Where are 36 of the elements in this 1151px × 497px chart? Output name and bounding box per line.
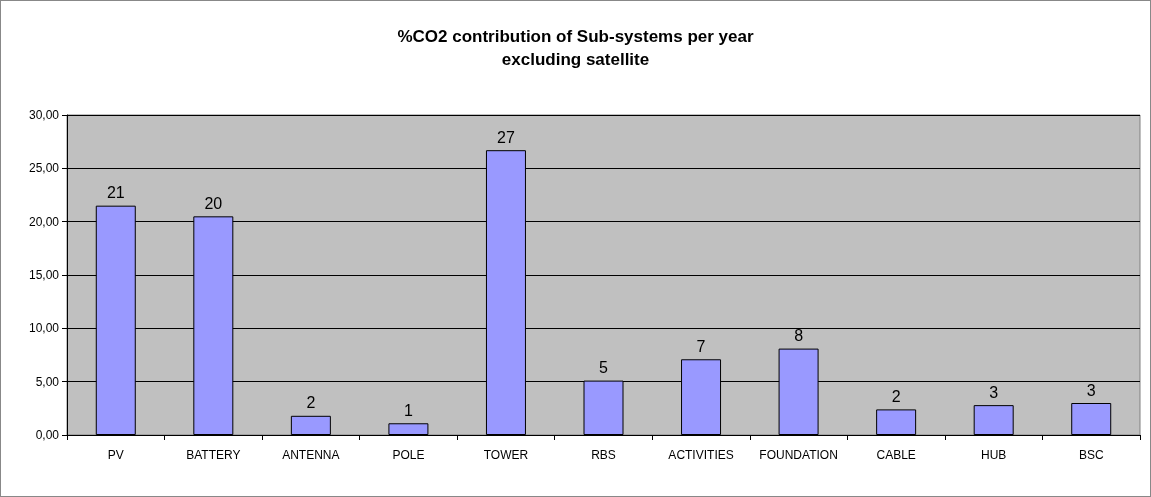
x-tick-label: RBS [591,448,616,462]
data-label: 3 [989,383,999,401]
x-tick-label: POLE [392,448,425,462]
y-tick-label: 15,00 [28,268,60,282]
bar [973,405,1014,435]
data-label: 2 [891,387,901,405]
y-tick-label: 5,00 [35,374,60,389]
chart-subtitle: excluding satellite [501,50,650,69]
bar [290,415,331,435]
data-label: 1 [403,401,413,419]
data-label: 20 [204,194,223,212]
x-tick-label: TOWER [483,448,529,462]
data-label: 3 [1086,381,1096,399]
x-tick-label: BSC [1078,448,1104,462]
bar [1071,403,1112,435]
bar [388,423,429,435]
data-label: 8 [794,327,804,345]
y-tick-label: 30,00 [28,108,60,122]
y-tick-label: 25,00 [28,161,60,176]
data-label: 5 [599,359,609,377]
x-tick-label: BATTERY [186,448,241,462]
data-label: 7 [696,337,706,355]
data-label: 27 [497,128,515,146]
y-tick-label: 10,00 [28,321,60,336]
x-tick-label: PV [107,448,124,462]
x-tick-label: CABLE [876,448,916,462]
x-tick-label: ACTIVITIES [668,448,734,462]
y-tick-label: 0,00 [35,428,60,442]
x-tick-label: ANTENNA [282,448,340,462]
data-label: 2 [306,394,316,412]
y-tick-label: 20,00 [28,214,60,229]
bar [876,409,917,435]
data-label: 21 [106,184,125,202]
chart-title: %CO2 contribution of Sub-systems per year [397,27,754,46]
x-tick-label: HUB [981,448,1007,462]
x-tick-label: FOUNDATION [759,448,838,462]
